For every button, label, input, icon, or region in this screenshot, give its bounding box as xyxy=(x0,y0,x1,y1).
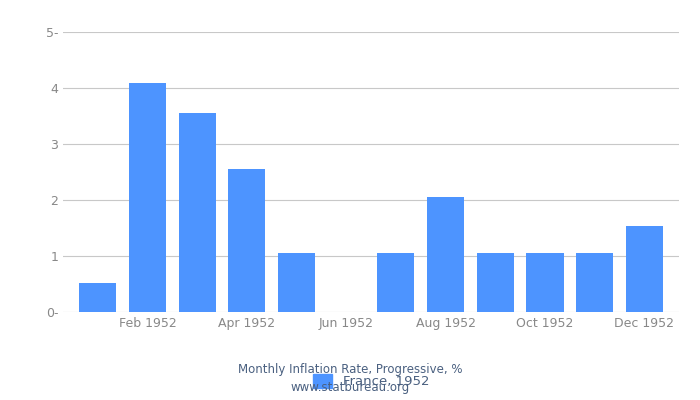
Bar xyxy=(576,253,613,312)
Bar xyxy=(427,197,464,312)
Bar xyxy=(377,253,414,312)
Bar xyxy=(129,83,166,312)
Bar xyxy=(228,169,265,312)
Text: www.statbureau.org: www.statbureau.org xyxy=(290,382,410,394)
Legend: France, 1952: France, 1952 xyxy=(307,369,435,394)
Bar xyxy=(178,113,216,312)
Bar xyxy=(79,283,116,312)
Bar xyxy=(477,253,514,312)
Bar xyxy=(526,253,564,312)
Text: Monthly Inflation Rate, Progressive, %: Monthly Inflation Rate, Progressive, % xyxy=(238,364,462,376)
Bar xyxy=(626,226,663,312)
Bar xyxy=(278,253,315,312)
